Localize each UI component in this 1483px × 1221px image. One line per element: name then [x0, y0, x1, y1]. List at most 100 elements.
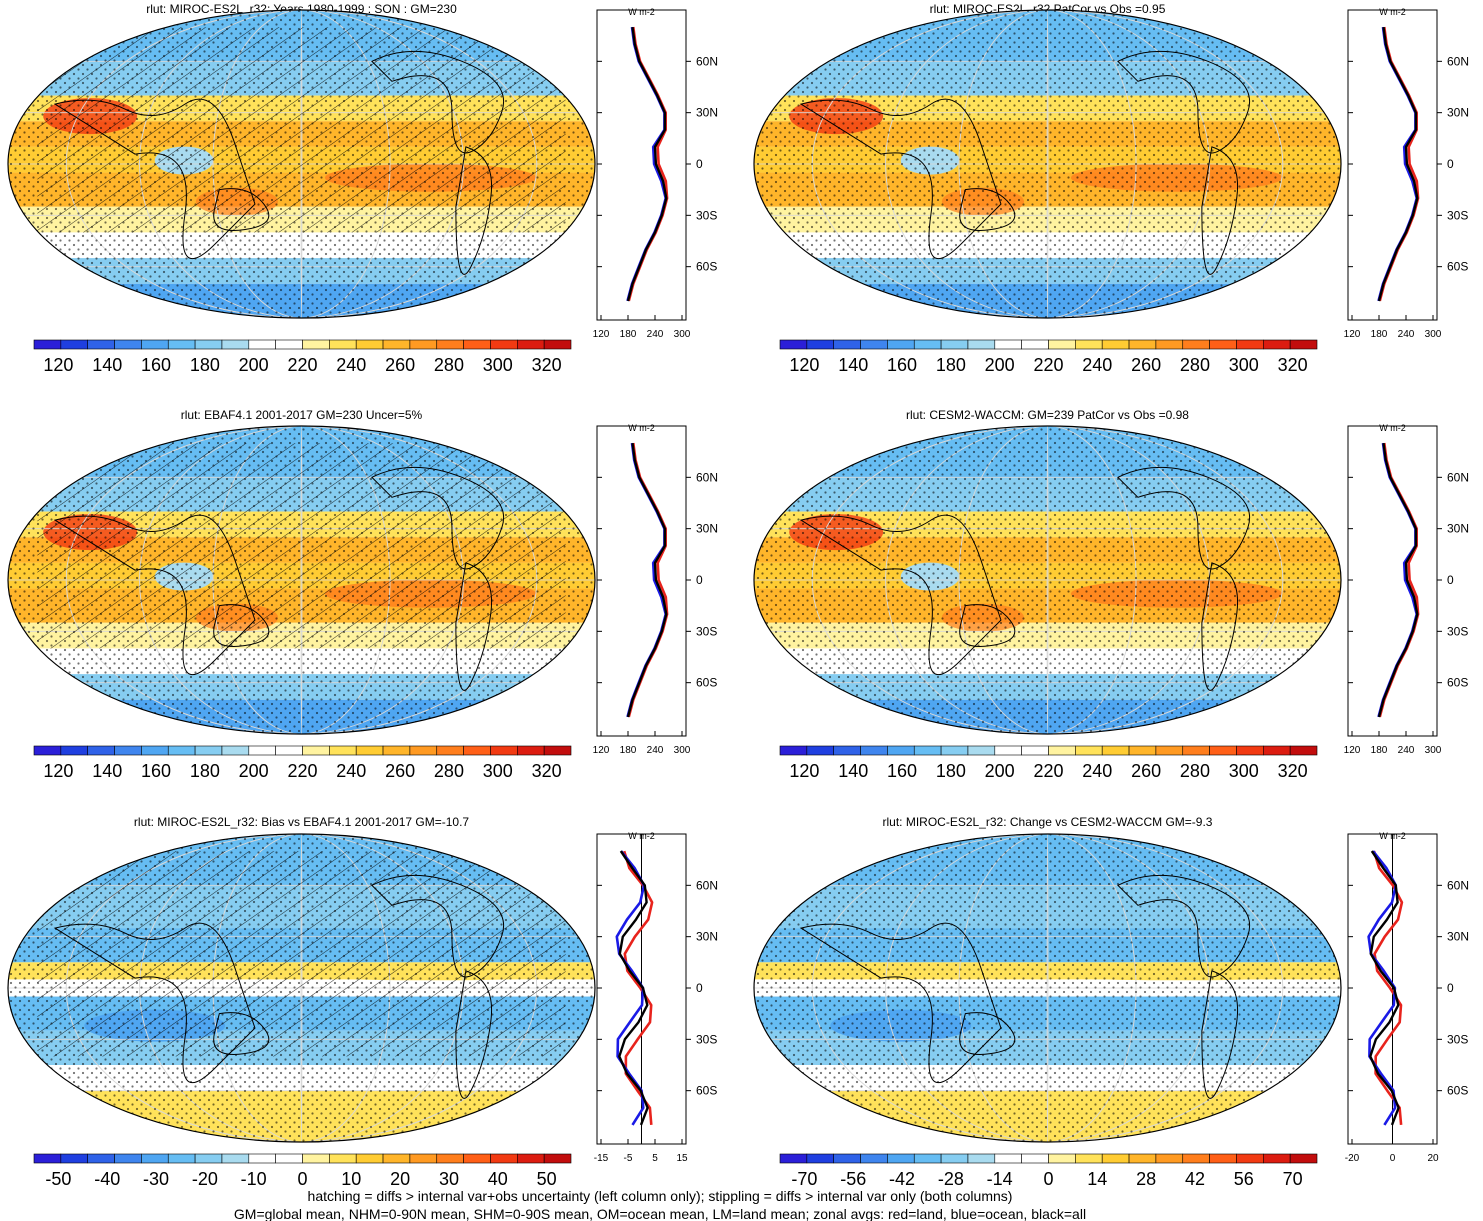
coastline-path [799, 874, 1250, 1099]
colorbar-label: -30 [143, 1169, 169, 1189]
colorbar-label: 42 [1185, 1169, 1205, 1189]
colorbar-cell [248, 745, 276, 756]
colorbar-cell [382, 339, 411, 350]
colorbar-cell [543, 1153, 572, 1164]
colorbar-cell [994, 745, 1022, 756]
colorbar-cell [60, 339, 88, 350]
colorbar-cell [221, 339, 250, 350]
colorbar-cell [806, 339, 834, 350]
zonal-units: W m-2 [628, 423, 655, 433]
colorbar-label: 240 [1082, 761, 1112, 781]
colorbar-cell [1048, 339, 1076, 350]
zonal-xtick-label: -15 [594, 1153, 609, 1164]
colorbar-cell [382, 745, 411, 756]
lat-label: 30N [1447, 106, 1469, 120]
zonal-xtick-label: -20 [1345, 1153, 1360, 1164]
colorbar-label: 140 [92, 761, 122, 781]
zonal-xtick-label: 120 [1344, 329, 1361, 340]
lat-label: 0 [696, 573, 703, 587]
colorbar-cell [490, 745, 518, 756]
colorbar-cell [1263, 745, 1291, 756]
colorbar-cell [516, 339, 545, 350]
colorbar-p6: -70 -56 -42 -28 -14 0 14 28 42 56 70 [779, 1153, 1318, 1189]
zonal-xtick-label: -5 [624, 1153, 633, 1164]
colorbar-cell [302, 339, 330, 350]
zonal-xtick-label: 120 [593, 329, 610, 340]
lat-label: 30N [1447, 930, 1469, 944]
map-field [754, 10, 1341, 318]
zonal-xtick-label: 240 [1398, 745, 1415, 756]
zonal-units: W m-2 [628, 7, 655, 17]
colorbar-label: 140 [838, 761, 868, 781]
colorbar-label: 220 [287, 761, 317, 781]
colorbar-label: 120 [789, 761, 819, 781]
colorbar-cell [1236, 339, 1264, 350]
colorbar-cell [1128, 1153, 1157, 1164]
colorbar-cell [1021, 745, 1049, 756]
colorbar-label: 160 [887, 761, 917, 781]
colorbar-label: -20 [192, 1169, 218, 1189]
colorbar-label: 220 [1033, 761, 1063, 781]
colorbar-label: 200 [239, 355, 269, 375]
colorbar-cell [194, 745, 223, 756]
zonal-xtick-label: 15 [676, 1153, 688, 1164]
colorbar-cell [141, 339, 169, 350]
colorbar-label: 260 [385, 355, 415, 375]
colorbar-label: 160 [141, 761, 171, 781]
colorbar-cell [860, 745, 888, 756]
colorbar-cell [141, 745, 169, 756]
colorbar-cell [409, 745, 438, 756]
colorbar-label: 120 [43, 761, 73, 781]
colorbar-cell [87, 339, 115, 350]
panel-title-p2: rlut: MIROC-ES2L_r32 PatCor vs Obs =0.95 [930, 2, 1166, 16]
colorbar-cell [436, 339, 464, 350]
colorbar-cell [543, 339, 572, 350]
colorbar-cell [33, 1153, 62, 1164]
colorbar-cell [1048, 1153, 1076, 1164]
lat-label: 60S [696, 1084, 717, 1098]
map-field [8, 426, 595, 734]
panel-title-p5: rlut: MIROC-ES2L_r32: Bias vs EBAF4.1 20… [134, 815, 469, 829]
lat-label: 0 [696, 981, 703, 995]
map-field [754, 426, 1341, 734]
coastline-path [53, 50, 504, 275]
map-border [7, 833, 596, 1143]
zonal-line-land [1372, 850, 1404, 1126]
colorbar-label: 30 [439, 1169, 459, 1189]
colorbar-cell [940, 339, 969, 350]
colorbar-cell [114, 1153, 142, 1164]
zonal-line-land [627, 26, 669, 302]
panel-title-p1: rlut: MIROC-ES2L_r32: Years 1980-1999 : … [146, 2, 457, 16]
zonal-line-land [1378, 26, 1420, 302]
colorbar-cell [833, 339, 861, 350]
colorbar-label: 180 [936, 761, 966, 781]
colorbar-cell [329, 745, 357, 756]
footer-line-hatching: hatching = diffs > internal var+obs unce… [308, 1188, 1013, 1204]
colorbar-cell [860, 1153, 888, 1164]
colorbar-cell [1236, 1153, 1264, 1164]
colorbar-label: 180 [190, 761, 220, 781]
colorbar-label: -70 [791, 1169, 817, 1189]
colorbar-label: 240 [1082, 355, 1112, 375]
colorbar-cell [940, 1153, 969, 1164]
map-p4 [753, 425, 1342, 735]
colorbar-label: 180 [190, 355, 220, 375]
colorbar-cell [141, 1153, 169, 1164]
colorbar-label: 70 [1283, 1169, 1303, 1189]
lat-label: 0 [1447, 573, 1454, 587]
map-border [7, 9, 596, 319]
colorbar-p2: 120 140 160 180 200 220 240 260 280 300 320 [779, 339, 1318, 375]
colorbar-cell [1021, 1153, 1049, 1164]
zonal-p4: 60N 30N 0 30S 60S 120 180 240 300 W m-2 [1344, 423, 1469, 756]
colorbar-label: 280 [434, 355, 464, 375]
colorbar-cell [967, 745, 996, 756]
colorbar-cell [114, 745, 142, 756]
panels-group: rlut: MIROC-ES2L_r32: Years 1980-1999 : … [7, 2, 1469, 1189]
colorbar-label: -10 [241, 1169, 267, 1189]
zonal-line-land [1378, 442, 1420, 718]
colorbar-cell [60, 745, 88, 756]
zonal-line-all [626, 442, 668, 718]
zonal-xtick-label: 180 [1371, 745, 1388, 756]
